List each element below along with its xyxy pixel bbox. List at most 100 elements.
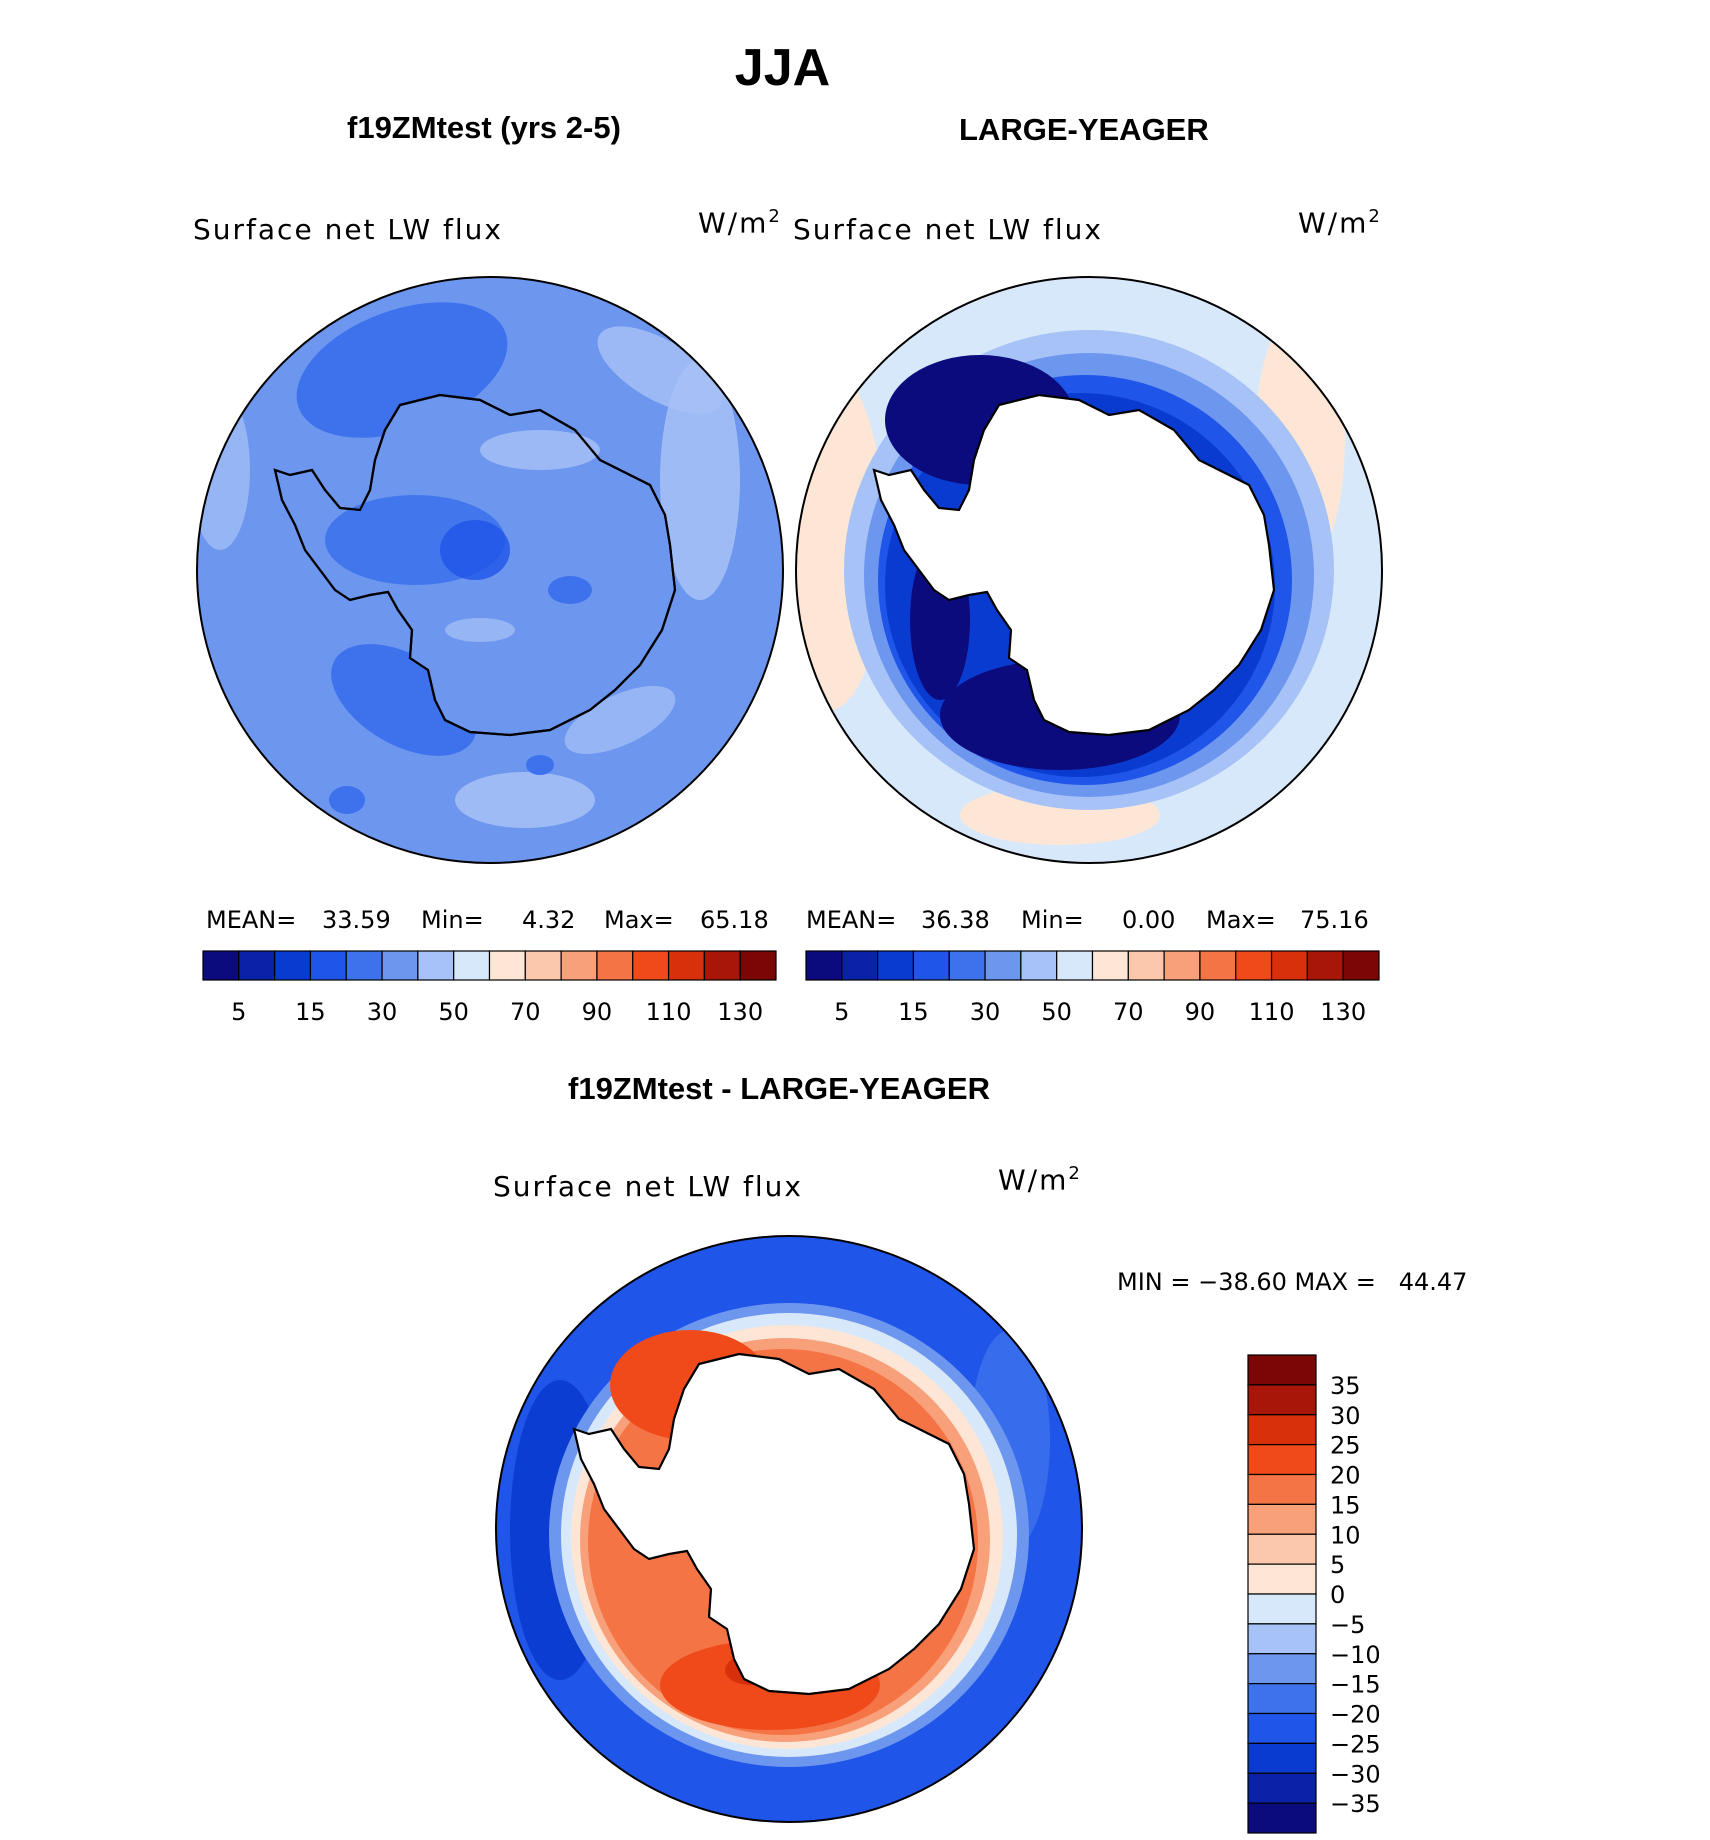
- panel-test-max-label: Max=: [604, 906, 674, 934]
- colorbar-obs-tick-label: 15: [898, 998, 929, 1026]
- colorbar-test-tick-label: 70: [510, 998, 541, 1026]
- colorbar-diff-tick-label: 25: [1330, 1432, 1361, 1460]
- colorbar-diff-tick-label: 15: [1330, 1491, 1361, 1519]
- colorbar-obs-tick-label: 130: [1320, 998, 1366, 1026]
- panel-test-mean-label: MEAN=: [206, 906, 297, 934]
- colorbar-obs-swatch: [1270, 950, 1308, 981]
- panel-test-mean: 33.59: [322, 906, 391, 934]
- colorbar-obs-tick-label: 70: [1113, 998, 1144, 1026]
- panel-test-antarctica: [273, 393, 677, 737]
- colorbar-obs-swatch: [912, 950, 950, 981]
- colorbar-test-tick-label: 90: [582, 998, 613, 1026]
- panel-test-min: 4.32: [522, 906, 576, 934]
- colorbar-test-swatch: [667, 950, 705, 981]
- colorbar-test-swatch: [309, 950, 347, 981]
- colorbar-test-tick-label: 110: [646, 998, 692, 1026]
- panel-test-field-label: Surface net LW flux: [193, 213, 503, 246]
- colorbar-diff-swatch: [1247, 1653, 1317, 1685]
- colorbar-test-tick-label: 30: [367, 998, 398, 1026]
- colorbar-diff-tick-label: 10: [1330, 1521, 1361, 1549]
- colorbar-obs-swatch: [1091, 950, 1129, 981]
- colorbar-obs-swatch: [841, 950, 879, 981]
- colorbar-diff-swatch: [1247, 1623, 1317, 1655]
- colorbar-test-swatch: [596, 950, 634, 981]
- colorbar-test-swatch: [417, 950, 455, 981]
- panel-diff-units: W/m2: [998, 1163, 1082, 1197]
- panel-diff-map: [495, 1235, 1083, 1823]
- panel-obs-max-label: Max=: [1206, 906, 1276, 934]
- colorbar-diff-tick-label: −10: [1330, 1641, 1381, 1669]
- colorbar-diff-swatch: [1247, 1772, 1317, 1804]
- colorbar-obs-swatch: [877, 950, 915, 981]
- colorbar-test-swatch: [524, 950, 562, 981]
- colorbar-diff-swatch: [1247, 1503, 1317, 1535]
- colorbar-diff-swatch: [1247, 1802, 1317, 1834]
- colorbar-diff-swatch: [1247, 1593, 1317, 1625]
- colorbar-diff-tick-label: −35: [1330, 1790, 1381, 1818]
- colorbar-obs-tick-label: 90: [1185, 998, 1216, 1026]
- colorbar-obs-tick-label: 5: [834, 998, 849, 1026]
- colorbar-test-swatch: [560, 950, 598, 981]
- colorbar-diff-swatch: [1247, 1712, 1317, 1744]
- colorbar-test-swatch: [381, 950, 419, 981]
- panel-obs-mean-label: MEAN=: [806, 906, 897, 934]
- panel-test-title: f19ZMtest (yrs 2-5): [347, 110, 621, 145]
- colorbar-obs-swatch: [1199, 950, 1237, 981]
- panel-obs-title: LARGE-YEAGER: [959, 112, 1209, 147]
- colorbar-diff-swatch: [1247, 1414, 1317, 1446]
- colorbar-obs: 5 15 30 50 70 90 110 130: [805, 950, 1380, 1026]
- colorbar-obs-swatch: [984, 950, 1022, 981]
- panel-obs-max: 75.16: [1300, 906, 1369, 934]
- colorbar-obs-tick-label: 30: [970, 998, 1001, 1026]
- panel-test-units: W/m2: [698, 206, 782, 240]
- panel-obs-field-label: Surface net LW flux: [793, 213, 1103, 246]
- panel-test-max: 65.18: [700, 906, 769, 934]
- colorbar-test-tick-label: 15: [295, 998, 326, 1026]
- panel-obs-mean: 36.38: [921, 906, 990, 934]
- colorbar-test-swatch: [739, 950, 777, 981]
- panel-diff-field-label: Surface net LW flux: [493, 1170, 803, 1203]
- panel-diff-minmax: MIN = −38.60 MAX = 44.47: [1117, 1268, 1468, 1296]
- colorbar-diff-swatch: [1247, 1444, 1317, 1476]
- colorbar-test-tick-label: 50: [438, 998, 469, 1026]
- colorbar-obs-swatch: [1235, 950, 1273, 981]
- panel-obs-map: [795, 276, 1383, 864]
- colorbar-obs-swatch: [948, 950, 986, 981]
- colorbar-diff-swatch: [1247, 1563, 1317, 1595]
- colorbar-diff-swatch: [1247, 1384, 1317, 1416]
- colorbar-obs-swatch: [805, 950, 843, 981]
- colorbar-obs-swatch: [1020, 950, 1058, 981]
- colorbar-test-swatch: [202, 950, 240, 981]
- colorbar-diff-tick-label: −20: [1330, 1701, 1381, 1729]
- figure-title: JJA: [734, 39, 831, 97]
- colorbar-test-swatch: [345, 950, 383, 981]
- colorbar-test-swatch: [488, 950, 526, 981]
- colorbar-test-swatch: [453, 950, 491, 981]
- colorbar-obs-swatch: [1163, 950, 1201, 981]
- colorbar-test-tick-label: 5: [231, 998, 246, 1026]
- panel-test-min-label: Min=: [421, 906, 484, 934]
- colorbar-diff-swatch: [1247, 1533, 1317, 1565]
- colorbar-test-swatch: [703, 950, 741, 981]
- panel-obs-min: 0.00: [1122, 906, 1176, 934]
- colorbar-obs-tick-label: 50: [1041, 998, 1072, 1026]
- panel-obs-units: W/m2: [1298, 206, 1382, 240]
- colorbar-test: 5 15 30 50 70 90 110 130: [202, 950, 777, 1026]
- colorbar-obs-swatch: [1056, 950, 1094, 981]
- panel-diff-title: f19ZMtest - LARGE-YEAGER: [568, 1071, 990, 1106]
- colorbar-diff-swatch: [1247, 1683, 1317, 1715]
- colorbar-diff-swatch: [1247, 1354, 1317, 1386]
- colorbar-diff-tick-label: 35: [1330, 1372, 1361, 1400]
- colorbar-diff-swatch: [1247, 1742, 1317, 1774]
- colorbar-diff-tick-label: −5: [1330, 1611, 1365, 1639]
- colorbar-diff-tick-label: −30: [1330, 1760, 1381, 1788]
- panel-obs-min-label: Min=: [1021, 906, 1084, 934]
- colorbar-diff-swatch: [1247, 1473, 1317, 1505]
- colorbar-diff-tick-label: 5: [1330, 1551, 1345, 1579]
- colorbar-diff-tick-label: 20: [1330, 1462, 1361, 1490]
- colorbar-test-swatch: [274, 950, 312, 981]
- colorbar-diff-tick-label: 30: [1330, 1402, 1361, 1430]
- colorbar-obs-swatch: [1306, 950, 1344, 981]
- colorbar-test-swatch: [632, 950, 670, 981]
